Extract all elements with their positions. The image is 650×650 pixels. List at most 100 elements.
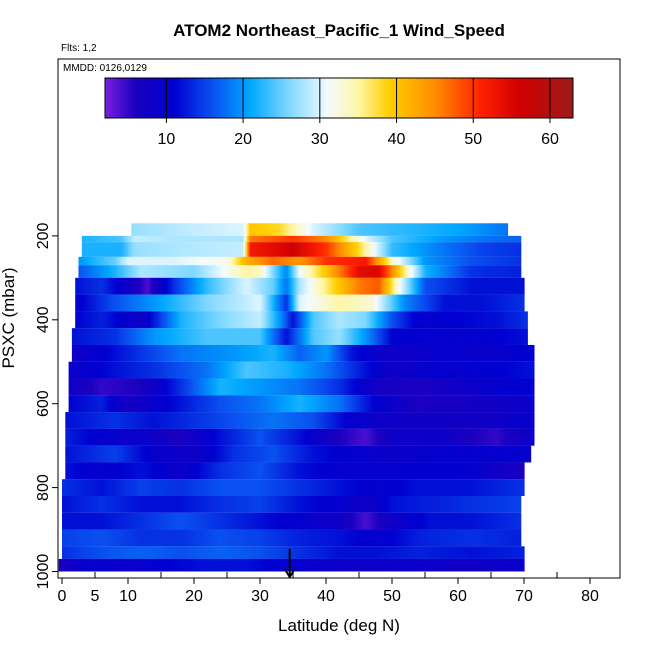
heatmap-cell: [253, 311, 256, 329]
heatmap-cell: [335, 277, 339, 295]
heatmap-cell: [441, 277, 444, 295]
heatmap-cell: [387, 256, 390, 266]
heatmap-cell: [509, 378, 512, 396]
heatmap-cell: [175, 223, 179, 236]
heatmap-cell: [274, 328, 278, 345]
heatmap-cell: [372, 265, 375, 278]
heatmap-cell: [154, 428, 157, 446]
heatmap-cell: [299, 223, 302, 236]
heatmap-cell: [395, 344, 398, 362]
heatmap-cell: [109, 242, 113, 257]
heatmap-cell: [274, 479, 278, 496]
heatmap-cell: [410, 344, 413, 362]
heatmap-cell: [208, 462, 212, 480]
heatmap-cell: [98, 328, 101, 345]
heatmap-cell: [264, 445, 268, 463]
heatmap-cell: [383, 256, 386, 266]
heatmap-cell: [390, 361, 393, 379]
heatmap-cell: [479, 311, 482, 329]
heatmap-cell: [375, 256, 378, 266]
heatmap-cell: [482, 311, 485, 329]
heatmap-cell: [421, 277, 424, 295]
heatmap-cell: [302, 462, 306, 480]
heatmap-cell: [332, 462, 335, 480]
heatmap-cell: [95, 344, 98, 362]
heatmap-cell: [395, 428, 398, 446]
heatmap-cell: [474, 235, 477, 243]
heatmap-cell: [210, 328, 213, 345]
heatmap-cell: [476, 412, 479, 429]
heatmap-cell: [250, 361, 253, 379]
heatmap-cell: [228, 445, 231, 463]
heatmap-cell: [164, 223, 167, 236]
heatmap-cell: [349, 361, 352, 379]
heatmap-cell: [192, 277, 195, 295]
heatmap-cell: [367, 265, 370, 278]
heatmap-cell: [245, 277, 248, 295]
heatmap-cell: [231, 256, 235, 266]
heatmap-cell: [284, 235, 287, 243]
heatmap-cell: [151, 256, 154, 266]
heatmap-cell: [213, 277, 217, 295]
heatmap-cell: [302, 479, 306, 496]
heatmap-cell: [297, 256, 301, 266]
heatmap-cell: [326, 344, 329, 362]
heatmap-cell: [146, 361, 149, 379]
heatmap-cell: [449, 235, 452, 243]
heatmap-cell: [309, 242, 312, 257]
heatmap-cell: [334, 235, 337, 243]
heatmap-cell: [413, 242, 416, 257]
heatmap-cell: [169, 294, 172, 312]
heatmap-cell: [200, 344, 203, 362]
heatmap-cell: [187, 479, 190, 496]
heatmap-cell: [504, 265, 507, 278]
heatmap-cell: [350, 328, 353, 345]
heatmap-cell: [284, 328, 287, 345]
heatmap-cell: [180, 428, 184, 446]
heatmap-cell: [240, 462, 243, 480]
heatmap-cell: [514, 311, 517, 329]
heatmap-cell: [453, 361, 456, 379]
heatmap-cell: [185, 311, 188, 329]
heatmap-cell: [448, 462, 451, 480]
heatmap-cell: [289, 277, 292, 295]
heatmap-cell: [90, 445, 93, 463]
heatmap-cell: [194, 277, 197, 295]
heatmap-cell: [185, 242, 188, 257]
heatmap-cell: [477, 445, 481, 463]
heatmap-cell: [400, 412, 403, 429]
heatmap-cell: [504, 361, 507, 379]
heatmap-cell: [507, 445, 510, 463]
heatmap-cell: [159, 428, 162, 446]
heatmap-cell: [136, 242, 139, 257]
heatmap-cell: [420, 344, 423, 362]
heatmap-cell: [251, 428, 254, 446]
heatmap-cell: [429, 378, 433, 396]
heatmap-cell: [340, 265, 344, 278]
heatmap-cell: [337, 361, 340, 379]
heatmap-cell: [491, 344, 494, 362]
heatmap-cell: [368, 294, 372, 312]
heatmap-cell: [210, 378, 213, 396]
heatmap-cell: [301, 223, 304, 236]
heatmap-cell: [477, 242, 481, 257]
heatmap-cell: [497, 265, 500, 278]
heatmap-cell: [263, 328, 266, 345]
heatmap-cell: [202, 242, 205, 257]
heatmap-cell: [236, 328, 240, 345]
heatmap-cell: [517, 311, 520, 329]
heatmap-cell: [195, 328, 198, 345]
heatmap-cell: [238, 412, 241, 429]
heatmap-cell: [283, 412, 286, 429]
heatmap-cell: [218, 256, 221, 266]
heatmap-cell: [210, 479, 213, 496]
heatmap-cell: [454, 462, 457, 480]
heatmap-cell: [101, 495, 104, 513]
heatmap-cell: [108, 428, 111, 446]
heatmap-cell: [162, 378, 165, 396]
heatmap-cell: [373, 395, 377, 413]
heatmap-cell: [479, 412, 482, 429]
heatmap-cell: [83, 344, 86, 362]
heatmap-cell: [215, 328, 218, 345]
heatmap-cell: [208, 428, 212, 446]
